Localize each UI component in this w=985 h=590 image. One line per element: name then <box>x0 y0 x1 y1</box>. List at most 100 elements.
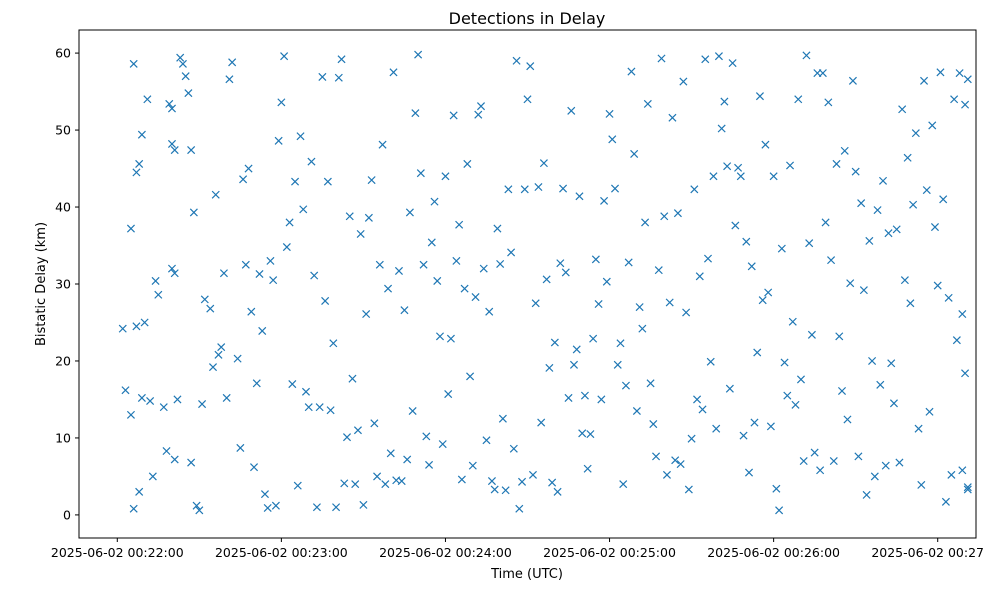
data-point-marker <box>252 379 261 388</box>
data-point-marker <box>851 167 860 176</box>
data-point-marker <box>151 276 160 285</box>
data-point-marker <box>709 172 718 181</box>
data-point-marker <box>282 243 291 252</box>
data-point-marker <box>909 200 918 209</box>
data-point-marker <box>490 485 499 494</box>
data-point-marker <box>837 386 847 396</box>
data-point-marker <box>318 72 327 81</box>
x-tick-label: 2025-06-02 00:24:00 <box>379 545 512 560</box>
data-point-marker <box>873 206 882 215</box>
data-point-marker <box>668 113 677 122</box>
data-point-marker <box>455 220 464 229</box>
data-point-marker <box>474 110 483 119</box>
data-point-marker <box>610 184 620 193</box>
x-axis-ticks: 2025-06-02 00:22:00 2025-06-02 00:23:00 20… <box>51 538 985 560</box>
data-point-marker <box>334 73 343 82</box>
data-point-marker <box>892 225 901 234</box>
data-point-marker <box>307 157 316 166</box>
data-point-marker <box>255 269 264 279</box>
data-point-marker <box>876 380 885 389</box>
data-point-marker <box>643 99 652 108</box>
data-point-marker <box>244 164 253 173</box>
data-point-marker <box>703 254 713 263</box>
data-point-marker <box>187 458 196 467</box>
x-axis-label: Time (UTC) <box>490 567 563 582</box>
data-point-marker <box>310 271 319 280</box>
data-point-marker <box>463 159 472 168</box>
data-point-marker <box>881 461 890 470</box>
data-point-marker <box>556 259 565 268</box>
data-point-marker <box>277 98 286 107</box>
data-point-marker <box>764 288 773 297</box>
data-point-marker <box>518 477 527 486</box>
data-point-marker <box>170 269 179 278</box>
data-point-marker <box>903 153 912 162</box>
data-point-marker <box>955 69 964 78</box>
data-point-marker <box>299 205 308 214</box>
data-point-marker <box>400 306 409 315</box>
data-point-marker <box>753 348 762 357</box>
data-point-marker <box>859 286 868 295</box>
data-point-marker <box>799 457 808 466</box>
y-tick-label: 0 <box>63 507 71 522</box>
data-point-marker <box>293 481 302 490</box>
data-point-marker <box>911 129 920 138</box>
data-point-marker <box>657 54 666 63</box>
data-point-marker <box>476 102 486 111</box>
data-point-marker <box>693 395 702 404</box>
data-point-marker <box>523 95 532 104</box>
data-point-marker <box>181 72 190 81</box>
data-point-marker <box>435 332 445 341</box>
data-point-marker <box>920 76 929 85</box>
y-tick-label: 20 <box>55 353 71 368</box>
data-point-marker <box>167 264 177 273</box>
data-point-marker <box>602 277 611 286</box>
data-point-marker <box>824 98 833 107</box>
data-point-marker <box>394 266 403 275</box>
data-point-marker <box>739 431 748 440</box>
data-point-marker <box>728 59 737 68</box>
data-point-marker <box>173 395 182 404</box>
data-point-marker <box>433 276 442 285</box>
data-point-marker <box>132 322 141 331</box>
data-point-marker <box>829 457 838 466</box>
data-point-marker <box>167 139 177 148</box>
data-point-marker <box>118 324 127 333</box>
data-point-marker <box>419 260 428 269</box>
data-point-marker <box>126 224 135 233</box>
data-point-marker <box>468 461 477 470</box>
data-point-marker <box>129 59 138 68</box>
data-point-marker <box>627 67 636 76</box>
data-point-marker <box>569 360 579 369</box>
data-point-marker <box>619 480 628 489</box>
data-point-marker <box>408 406 417 416</box>
data-point-marker <box>449 111 458 120</box>
data-point-marker <box>441 172 450 181</box>
data-point-marker <box>925 407 934 416</box>
data-point-marker <box>425 460 434 469</box>
data-point-marker <box>652 452 661 461</box>
data-point-marker <box>578 429 587 438</box>
y-tick-label: 10 <box>55 430 71 445</box>
data-point-marker <box>132 168 141 177</box>
data-point-marker <box>550 338 559 347</box>
y-tick-label: 50 <box>55 123 71 138</box>
data-point-marker <box>963 485 972 494</box>
data-point-marker <box>384 284 393 293</box>
data-point-marker <box>165 99 174 108</box>
data-point-marker <box>187 146 196 155</box>
data-point-marker <box>225 75 234 84</box>
data-point-marker <box>865 236 874 245</box>
data-point-marker <box>958 309 967 319</box>
data-point-marker <box>684 485 693 494</box>
data-point-marker <box>958 466 967 475</box>
data-point-marker <box>422 432 431 441</box>
data-point-marker <box>427 238 436 247</box>
data-point-marker <box>816 466 825 475</box>
data-point-marker <box>597 395 606 404</box>
data-point-marker <box>673 209 682 218</box>
data-point-marker <box>397 477 406 486</box>
data-point-marker <box>662 470 671 479</box>
data-point-marker <box>548 478 557 487</box>
data-point-marker <box>725 384 734 393</box>
